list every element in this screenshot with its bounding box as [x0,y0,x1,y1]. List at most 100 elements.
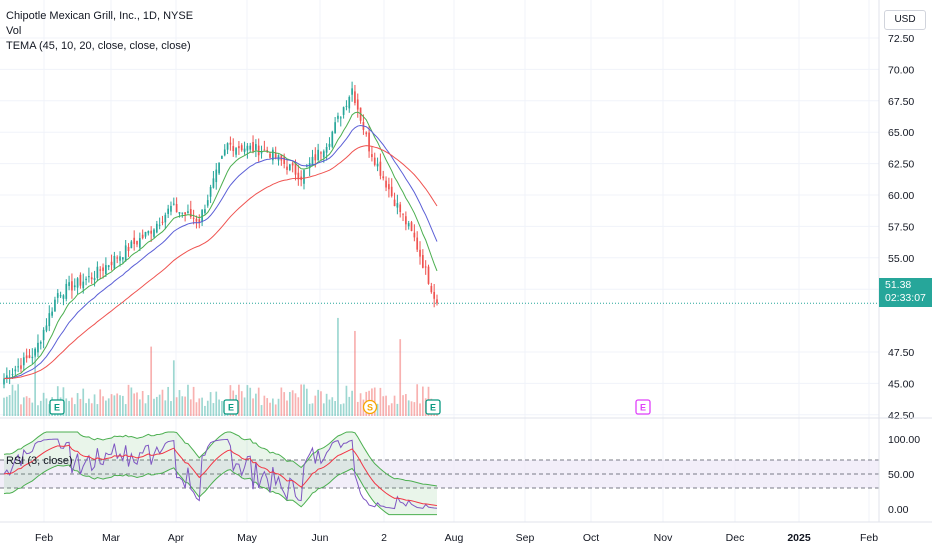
volume-legend[interactable]: Vol [6,25,22,37]
candle-body [238,146,240,149]
event-marker-label: S [367,403,373,413]
candle-body [204,209,206,213]
price-tick-label: 57.50 [888,221,914,233]
volume-bar [107,398,110,416]
candle-body [42,329,45,341]
rsi-ma-line [3,444,438,507]
tema-line-20 [3,125,438,380]
candle-body [430,285,433,293]
event-marker-split[interactable]: S [362,399,378,415]
candle-body [138,238,141,248]
tema-legend[interactable]: TEMA (45, 10, 20, close, close, close) [6,40,191,52]
volume-bar [172,360,175,416]
candlesticks [3,81,438,389]
volume-bar [422,386,424,416]
event-marker-earnings[interactable]: E [223,399,239,415]
candle-body [291,163,294,166]
volume-bar [155,396,158,416]
time-tick-label: Dec [726,532,745,544]
volume-bar [263,395,266,416]
volume-bar [76,393,79,416]
volume-bar [22,397,25,416]
volume-bar [144,403,147,416]
volume-bar [348,396,351,416]
candle-body [17,366,19,368]
volume-bar [195,402,198,416]
candle-body [356,99,359,110]
earnings-icon [425,399,441,415]
time-tick-label: Aug [445,532,464,544]
symbol-legend[interactable]: Chipotle Mexican Grill, Inc., 1D, NYSE [6,10,194,22]
volume-bar [393,395,396,416]
time-tick-label: May [237,532,258,544]
time-tick-label: Oct [583,532,599,544]
candle-body [90,277,93,280]
volume-bar [286,400,288,416]
event-marker-future_earnings[interactable]: E [635,399,651,415]
candle-body [371,154,373,158]
volume-bar [96,404,99,416]
candle-body [184,212,186,215]
volume-bar [402,395,404,416]
volume-bar [133,393,136,416]
candle-body [255,144,257,150]
volume-bar [257,387,260,416]
candle-body [116,257,119,259]
volume-bar [48,404,51,416]
earnings-icon [223,399,239,415]
volume-bar [73,404,76,416]
volume-bar [351,390,353,416]
candle-body [141,234,144,239]
candle-body [424,266,427,268]
price-tick-label: 60.00 [888,190,914,202]
volume-bar [181,396,184,416]
volume-bar [14,390,17,416]
candle-body [161,221,164,223]
volume-bar [320,391,322,416]
volume-bar [136,392,138,416]
candle-body [325,146,328,153]
volume-bar [212,403,215,416]
volume-bar [3,397,5,416]
currency-button[interactable]: USD [884,10,926,30]
volume-bar [280,387,283,416]
candle-body [170,205,172,212]
time-tick-label: Nov [654,532,673,544]
time-tick-label: Feb [860,532,878,544]
volume-bar [88,398,90,416]
candle-body [82,281,85,289]
price-tick-label: 70.00 [888,64,914,76]
volume-bar [28,397,31,416]
volume-bar [198,398,201,416]
candle-body [189,209,192,217]
price-tick-label: 72.50 [888,33,914,45]
candle-body [348,97,351,109]
candle-body [14,369,17,372]
price-tick-label: 45.00 [888,378,914,390]
candle-body [249,145,252,150]
price-tick-label: 47.50 [888,347,914,359]
candle-body [433,291,436,299]
volume-bar [339,404,342,416]
candle-body [144,231,147,237]
volume-bar [390,403,393,416]
event-marker-earnings[interactable]: E [49,399,65,415]
candle-body [206,200,209,206]
tema-line-10 [3,111,438,380]
volume-bar [405,394,407,416]
volume-bar [379,387,382,416]
candle-body [62,295,65,299]
rsi-legend[interactable]: RSI (3, close) [6,455,73,467]
price-tick-label: 65.00 [888,127,914,139]
candle-body [105,265,107,274]
volume-bar [201,397,203,416]
candle-body [303,170,305,184]
split-icon [362,399,378,415]
event-marker-label: E [640,403,646,413]
event-marker-earnings[interactable]: E [425,399,441,415]
candle-body [79,274,82,286]
earnings-icon [49,399,65,415]
candle-body [155,223,158,233]
